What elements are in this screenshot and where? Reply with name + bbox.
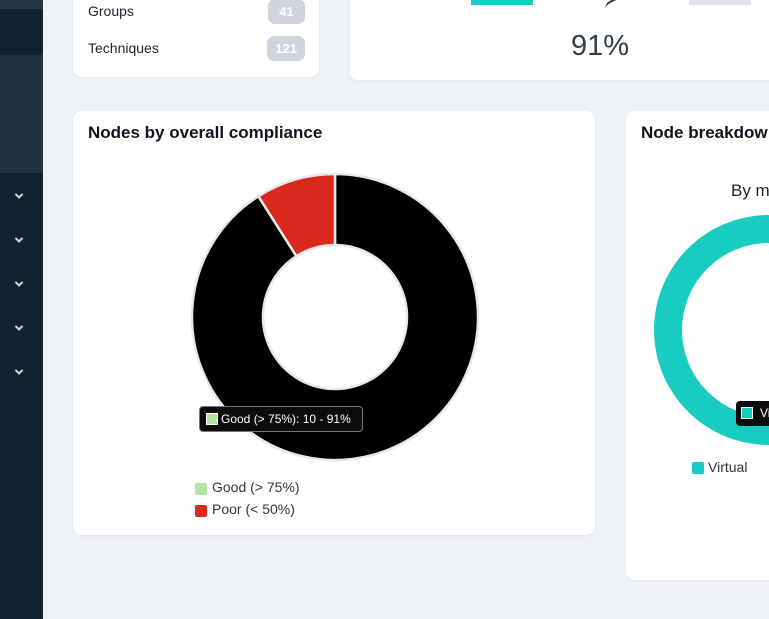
groups-count-badge: 41 <box>268 0 305 24</box>
sidebar <box>0 0 43 619</box>
groups-label: Groups <box>88 3 134 19</box>
legend-swatch-poor <box>195 505 207 517</box>
global-compliance-card: 91% <box>350 0 769 80</box>
chevron-down-icon[interactable] <box>13 190 25 202</box>
techniques-row[interactable]: Techniques 121 <box>88 36 305 62</box>
tooltip-swatch <box>206 413 218 425</box>
chart-legend: Good (> 75%) Poor (< 50%) <box>195 479 300 523</box>
legend-item-good[interactable]: Good (> 75%) <box>195 479 300 501</box>
techniques-count-badge: 121 <box>267 36 305 61</box>
groups-row[interactable]: Groups 41 <box>88 0 305 25</box>
chevron-down-icon[interactable] <box>13 278 25 290</box>
legend-swatch-good <box>195 483 207 495</box>
node-breakdown-card: Node breakdow By m Vi Virtual <box>626 111 769 580</box>
card-title: Nodes by overall compliance <box>88 123 323 142</box>
compliance-chart-card: Nodes by overall compliance Good (> 75%)… <box>73 111 595 535</box>
tooltip-text: Vi <box>760 406 769 420</box>
legend-item-virtual[interactable]: Virtual <box>692 459 747 475</box>
gauge-segment-rest <box>689 0 751 5</box>
chevron-down-icon[interactable] <box>13 366 25 378</box>
breakdown-donut-chart <box>654 215 769 445</box>
global-compliance-value: 91% <box>571 30 630 62</box>
donut-hole <box>682 243 769 417</box>
legend-swatch-virtual <box>692 462 704 474</box>
chart-tooltip: Good (> 75%): 10 - 91% <box>199 406 363 432</box>
techniques-label: Techniques <box>88 40 159 56</box>
compliance-donut-chart <box>190 172 480 462</box>
chevron-down-icon[interactable] <box>13 322 25 334</box>
sidebar-item-active[interactable] <box>0 55 43 173</box>
card-subtitle: By m <box>731 181 769 200</box>
card-title: Node breakdow <box>641 123 768 142</box>
legend-item-poor[interactable]: Poor (< 50%) <box>195 501 300 523</box>
donut-slice-poor[interactable] <box>256 172 337 258</box>
donut-slice-good[interactable] <box>190 172 480 462</box>
tooltip-text: Good (> 75%): 10 - 91% <box>221 412 351 426</box>
chart-tooltip: Vi <box>736 401 769 426</box>
legend-label-virtual: Virtual <box>708 459 748 475</box>
tooltip-swatch <box>741 407 753 419</box>
chevron-down-icon[interactable] <box>13 234 25 246</box>
summary-card: Groups 41 Techniques 121 <box>73 0 319 77</box>
sidebar-item[interactable] <box>0 0 43 9</box>
gauge-needle <box>605 0 617 8</box>
legend-label-poor: Poor (< 50%) <box>212 501 295 517</box>
compliance-gauge <box>471 0 751 8</box>
legend-label-good: Good (> 75%) <box>212 479 300 495</box>
gauge-segment-good <box>471 0 533 5</box>
